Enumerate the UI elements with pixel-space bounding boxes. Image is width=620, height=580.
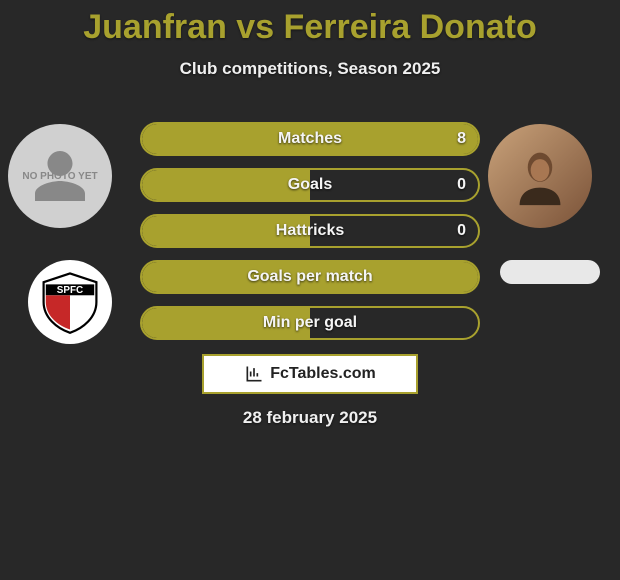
team-left-badge: SPFC <box>28 260 112 344</box>
page-subtitle: Club competitions, Season 2025 <box>0 59 620 79</box>
team-shield-icon: SPFC <box>37 269 103 335</box>
chart-icon <box>244 364 264 384</box>
stat-label: Hattricks <box>276 222 344 240</box>
date-text: 28 february 2025 <box>0 408 620 428</box>
player-right-avatar <box>488 124 592 228</box>
stat-bar-fill <box>142 170 310 200</box>
page-title: Juanfran vs Ferreira Donato <box>0 0 620 47</box>
stat-label: Goals <box>288 176 332 194</box>
stat-bar: Hattricks 0 <box>140 214 480 248</box>
stat-label: Min per goal <box>263 314 357 332</box>
stat-bar: Goals 0 <box>140 168 480 202</box>
stat-value: 0 <box>457 176 466 194</box>
team-right-badge <box>500 260 600 284</box>
brand-box[interactable]: FcTables.com <box>202 354 418 394</box>
stat-label: Goals per match <box>247 268 372 286</box>
stat-bar: Min per goal <box>140 306 480 340</box>
stat-bar: Goals per match <box>140 260 480 294</box>
stat-value: 0 <box>457 222 466 240</box>
stat-value: 8 <box>457 130 466 148</box>
player-left-avatar: NO PHOTO YET <box>8 124 112 228</box>
team-code: SPFC <box>57 285 83 296</box>
stat-bar: Matches 8 <box>140 122 480 156</box>
brand-text: FcTables.com <box>270 365 376 383</box>
no-photo-caption: NO PHOTO YET <box>22 171 97 182</box>
stat-label: Matches <box>278 130 342 148</box>
stat-bars: Matches 8 Goals 0 Hattricks 0 Goals per … <box>140 122 480 352</box>
person-photo-icon <box>505 141 575 211</box>
